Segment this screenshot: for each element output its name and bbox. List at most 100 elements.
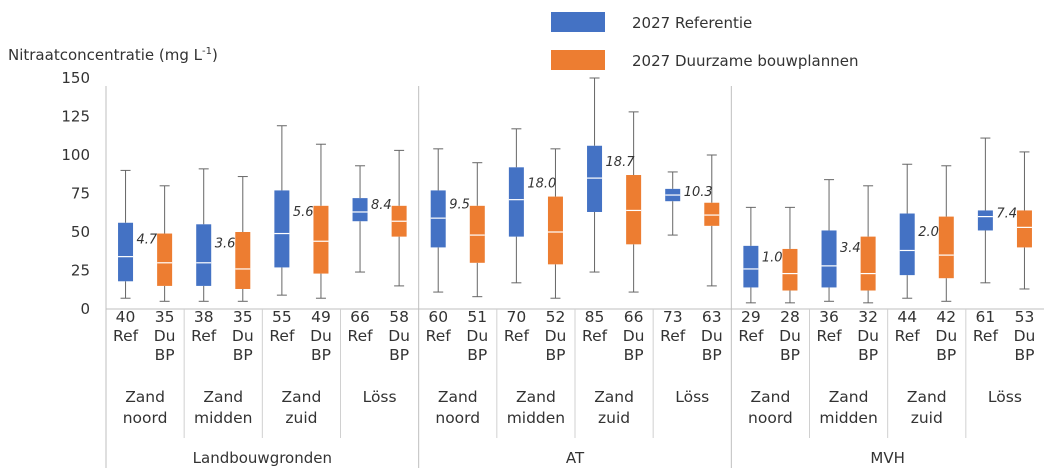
box-label: Ref bbox=[426, 327, 452, 345]
count-label: 44 bbox=[897, 308, 917, 326]
count-label: 35 bbox=[155, 308, 175, 326]
y-tick-label: 150 bbox=[61, 69, 90, 87]
box-label: Ref bbox=[269, 327, 295, 345]
box-label: Ref bbox=[191, 327, 217, 345]
box-label: Ref bbox=[817, 327, 843, 345]
box-duurzaam bbox=[938, 216, 954, 279]
box-referentie bbox=[430, 190, 446, 248]
box-label: Du bbox=[1014, 327, 1036, 345]
region-label: Zand bbox=[751, 388, 791, 406]
region-label: noord bbox=[748, 409, 793, 427]
box-label: BP bbox=[233, 346, 253, 364]
box-referentie bbox=[118, 222, 134, 282]
box-label: Du bbox=[623, 327, 645, 345]
count-label: 28 bbox=[780, 308, 800, 326]
box-label: Du bbox=[857, 327, 879, 345]
box-label: BP bbox=[311, 346, 331, 364]
box-referentie bbox=[977, 210, 993, 231]
box-referentie bbox=[274, 190, 290, 268]
region-annotation: 18.0 bbox=[527, 176, 556, 191]
legend-swatch-0 bbox=[551, 12, 605, 32]
box-label: Du bbox=[154, 327, 176, 345]
box-label: BP bbox=[624, 346, 644, 364]
y-tick-label: 25 bbox=[71, 262, 90, 280]
region-label: Zand bbox=[907, 388, 947, 406]
y-axis-label-superscript: -1 bbox=[202, 46, 212, 57]
box-label: Ref bbox=[504, 327, 530, 345]
box-label: Du bbox=[545, 327, 567, 345]
box-label: BP bbox=[155, 346, 175, 364]
box-label: Ref bbox=[113, 327, 139, 345]
box-duurzaam bbox=[704, 202, 720, 226]
legend: 2027 Referentie 2027 Duurzame bouwplannen bbox=[551, 12, 858, 70]
box-marks: 4.7 3.6 5.6 8.4 9.5 18.0 18.7 10.3 1.0 3.4 2.0 7.4 bbox=[118, 77, 1032, 304]
count-label: 53 bbox=[1015, 308, 1035, 326]
box-label: Du bbox=[310, 327, 332, 345]
box-label: Ref bbox=[973, 327, 999, 345]
y-tick-label: 0 bbox=[80, 300, 90, 318]
box-referentie bbox=[821, 230, 837, 288]
count-label: 36 bbox=[819, 308, 839, 326]
box-duurzaam bbox=[1016, 210, 1032, 248]
y-axis-label-main: Nitraatconcentratie (mg L bbox=[8, 46, 203, 64]
count-label: 73 bbox=[663, 308, 683, 326]
box-referentie bbox=[508, 167, 524, 237]
box-label: Ref bbox=[348, 327, 374, 345]
y-tick-label: 125 bbox=[61, 108, 90, 126]
box-label: BP bbox=[1014, 346, 1034, 364]
box-label: BP bbox=[702, 346, 722, 364]
box-referentie bbox=[899, 213, 915, 276]
region-label: midden bbox=[819, 409, 877, 427]
box-referentie bbox=[352, 198, 368, 222]
region-label: Zand bbox=[203, 388, 243, 406]
region-annotation: 7.4 bbox=[996, 207, 1017, 222]
count-label: 55 bbox=[272, 308, 292, 326]
y-tick-label: 50 bbox=[71, 223, 90, 241]
box-label: Du bbox=[466, 327, 488, 345]
box-label: Ref bbox=[738, 327, 764, 345]
region-annotation: 18.7 bbox=[606, 155, 636, 170]
box-label: BP bbox=[467, 346, 487, 364]
count-label: 66 bbox=[624, 308, 644, 326]
region-label: midden bbox=[194, 409, 252, 427]
legend-label-1: 2027 Duurzame bouwplannen bbox=[632, 52, 858, 70]
region-annotation: 3.4 bbox=[840, 241, 861, 256]
box-label: Du bbox=[388, 327, 410, 345]
y-tick-label: 75 bbox=[71, 185, 90, 203]
box-referentie bbox=[587, 145, 603, 212]
count-label: 40 bbox=[116, 308, 136, 326]
x-axis-labels: 40Ref35DuBPZandnoord38Ref35DuBPZandmidde… bbox=[113, 308, 1035, 467]
box-label: Ref bbox=[895, 327, 921, 345]
count-label: 61 bbox=[976, 308, 996, 326]
box-label: Du bbox=[232, 327, 254, 345]
box-label: Du bbox=[701, 327, 723, 345]
count-label: 32 bbox=[858, 308, 878, 326]
region-annotation: 1.0 bbox=[762, 250, 783, 265]
group-label: AT bbox=[566, 449, 585, 467]
box-label: BP bbox=[936, 346, 956, 364]
region-annotation: 5.6 bbox=[293, 205, 314, 220]
box-label: Ref bbox=[660, 327, 686, 345]
box-duurzaam bbox=[547, 196, 563, 265]
box-label: Du bbox=[779, 327, 801, 345]
region-label: noord bbox=[435, 409, 480, 427]
region-label: Löss bbox=[363, 388, 397, 406]
region-annotation: 2.0 bbox=[918, 225, 939, 240]
box-label: Ref bbox=[582, 327, 608, 345]
region-label: Löss bbox=[675, 388, 709, 406]
region-label: noord bbox=[123, 409, 168, 427]
y-axis-label-close: ) bbox=[212, 46, 218, 64]
region-label: midden bbox=[507, 409, 565, 427]
box-label: BP bbox=[858, 346, 878, 364]
region-annotation: 10.3 bbox=[684, 185, 713, 200]
box-label: BP bbox=[545, 346, 565, 364]
group-label: MVH bbox=[870, 449, 904, 467]
axes: 0 25 50 75 100 125 150 bbox=[61, 69, 1044, 468]
region-label: Zand bbox=[594, 388, 634, 406]
region-annotation: 8.4 bbox=[371, 198, 392, 213]
region-label: Zand bbox=[516, 388, 556, 406]
box-duurzaam bbox=[782, 248, 798, 291]
region-label: Zand bbox=[125, 388, 165, 406]
region-label: Löss bbox=[988, 388, 1022, 406]
